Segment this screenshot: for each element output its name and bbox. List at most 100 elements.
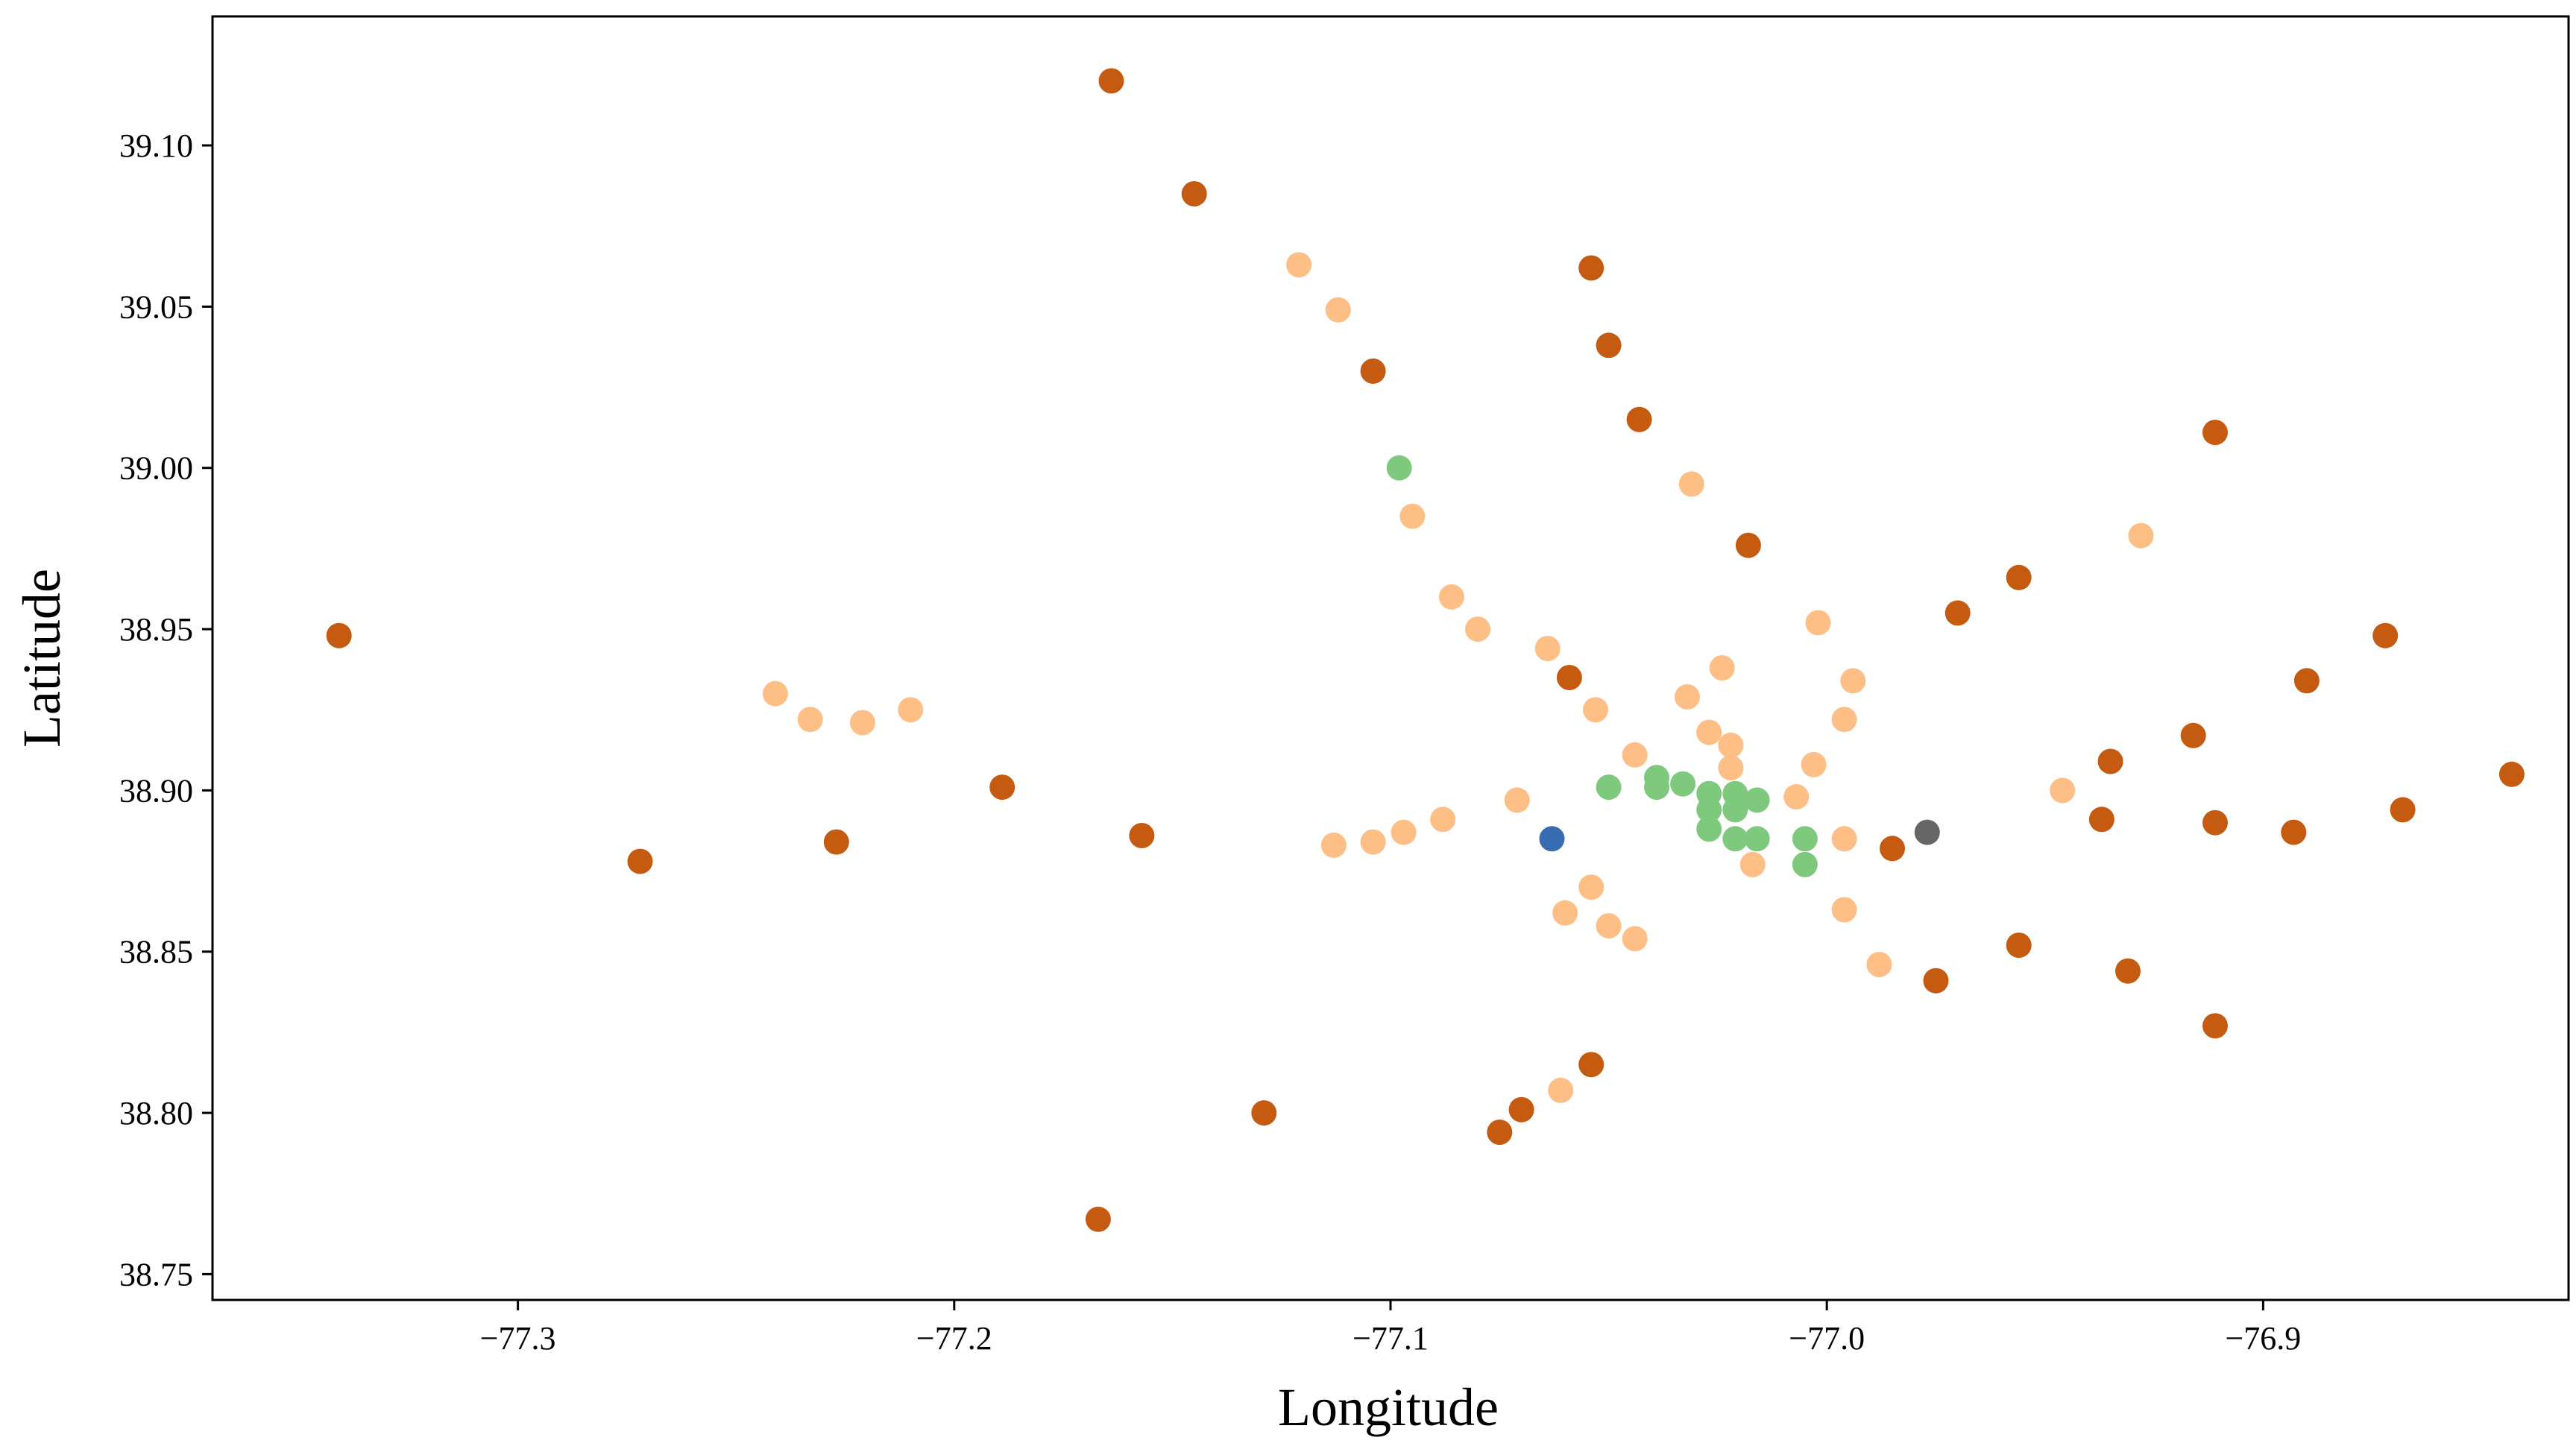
data-point-s0-19	[2088, 807, 2114, 833]
data-point-s3-0	[1539, 826, 1565, 852]
data-point-s0-32	[1508, 1096, 1534, 1123]
data-point-s0-21	[2281, 819, 2307, 845]
data-point-s2-2	[1644, 774, 1669, 801]
data-point-s1-21	[1718, 755, 1744, 781]
data-point-s1-29	[1360, 829, 1386, 855]
data-point-s0-13	[2293, 668, 2320, 694]
data-point-s1-1	[1325, 297, 1351, 323]
y-tick-label: 38.80	[119, 1095, 193, 1131]
data-point-s0-25	[627, 848, 653, 874]
x-tick-label: −77.0	[1789, 1320, 1865, 1357]
data-point-s1-28	[1831, 826, 1857, 852]
data-point-s0-5	[1626, 406, 1652, 432]
data-point-s2-13	[1792, 826, 1818, 852]
x-tick-label: −77.2	[916, 1320, 992, 1357]
data-point-s0-24	[1880, 836, 1905, 862]
data-point-s0-27	[2115, 958, 2141, 984]
data-point-s1-25	[1504, 787, 1530, 813]
data-point-s1-5	[1438, 584, 1464, 610]
data-point-s0-12	[1556, 665, 1582, 690]
data-point-s0-16	[2498, 761, 2525, 787]
data-point-s0-31	[1251, 1100, 1277, 1126]
data-point-s0-30	[1578, 1052, 1605, 1078]
data-point-s2-7	[1744, 787, 1770, 813]
data-point-s1-10	[1840, 668, 1866, 694]
data-point-s1-2	[1678, 471, 1704, 497]
data-point-s1-31	[1739, 851, 1766, 877]
data-point-s0-22	[1129, 823, 1155, 848]
data-point-s2-10	[1696, 816, 1722, 842]
data-point-s2-8	[1696, 797, 1722, 823]
x-tick-label: −76.9	[2225, 1320, 2301, 1357]
data-point-s1-18	[1696, 719, 1722, 745]
data-point-s0-18	[2390, 797, 2416, 823]
data-point-s2-11	[1722, 826, 1748, 852]
data-point-s0-26	[2006, 932, 2032, 959]
data-point-s1-17	[1831, 707, 1857, 733]
data-point-s1-33	[1831, 897, 1857, 923]
data-point-s1-37	[1866, 952, 1892, 977]
data-point-s1-3	[1399, 503, 1426, 529]
data-point-s0-15	[2097, 748, 2123, 774]
data-point-s1-38	[1548, 1077, 1574, 1103]
data-point-s1-19	[1718, 732, 1744, 758]
data-point-s1-0	[1286, 252, 1312, 278]
data-point-s1-22	[1801, 751, 1827, 777]
data-point-s0-14	[2180, 722, 2206, 748]
data-point-s0-2	[1578, 255, 1605, 281]
y-tick-label: 38.85	[119, 934, 193, 970]
data-point-s2-14	[1792, 851, 1818, 877]
x-axis-ticks: −77.3 −77.2 −77.1 −77.0 −76.9	[480, 1300, 2301, 1357]
data-point-s0-23	[823, 829, 849, 855]
data-point-s0-20	[2202, 809, 2228, 836]
data-point-s0-9	[1944, 600, 1971, 626]
data-point-s2-0	[1386, 455, 1412, 481]
y-axis-title: Latitude	[12, 569, 72, 748]
data-point-s1-16	[849, 710, 875, 736]
data-point-s1-30	[1320, 832, 1347, 858]
data-point-s0-3	[1596, 332, 1622, 359]
data-point-s1-8	[1534, 636, 1561, 661]
data-point-s0-10	[326, 622, 352, 648]
y-tick-label: 38.75	[119, 1256, 193, 1292]
data-point-s0-8	[2006, 564, 2032, 590]
data-point-s1-13	[1583, 697, 1608, 723]
data-point-s1-34	[1552, 900, 1578, 926]
data-point-s1-32	[1578, 874, 1605, 900]
data-point-s2-12	[1744, 826, 1770, 852]
data-points	[326, 68, 2525, 1232]
data-point-s1-24	[1783, 784, 1810, 809]
y-tick-label: 39.05	[119, 288, 193, 325]
data-point-s1-36	[1622, 926, 1648, 952]
y-tick-label: 38.95	[119, 611, 193, 648]
data-point-s4-0	[1914, 819, 1940, 845]
data-point-s1-20	[1622, 742, 1648, 768]
x-tick-label: −77.3	[480, 1320, 556, 1357]
data-point-s1-6	[1805, 610, 1831, 636]
data-point-s0-0	[1098, 68, 1124, 94]
data-point-s1-14	[898, 697, 924, 723]
y-tick-label: 39.10	[119, 127, 193, 164]
data-point-s0-1	[1181, 181, 1207, 206]
data-point-s0-17	[989, 774, 1015, 801]
data-point-s1-4	[2128, 523, 2154, 549]
data-point-s0-6	[2202, 420, 2228, 446]
data-point-s1-15	[797, 707, 823, 733]
x-axis-title: Longitude	[1278, 1377, 1499, 1437]
data-point-s0-33	[1487, 1120, 1513, 1145]
data-point-s1-35	[1596, 913, 1622, 939]
data-point-s1-7	[1465, 616, 1490, 643]
y-axis-ticks: 38.75 38.80 38.85 38.90 38.95 39.00 39.05 39.10	[119, 127, 212, 1292]
data-point-s1-12	[1674, 684, 1700, 710]
data-point-s1-9	[1709, 655, 1735, 681]
y-tick-label: 39.00	[119, 450, 193, 487]
data-point-s2-3	[1596, 774, 1622, 801]
data-point-s2-9	[1722, 797, 1748, 823]
data-point-s1-27	[1391, 819, 1417, 845]
data-point-s2-4	[1670, 771, 1696, 797]
data-point-s0-28	[1923, 968, 1949, 994]
data-point-s0-11	[2372, 622, 2399, 648]
data-point-s0-34	[1085, 1206, 1111, 1232]
